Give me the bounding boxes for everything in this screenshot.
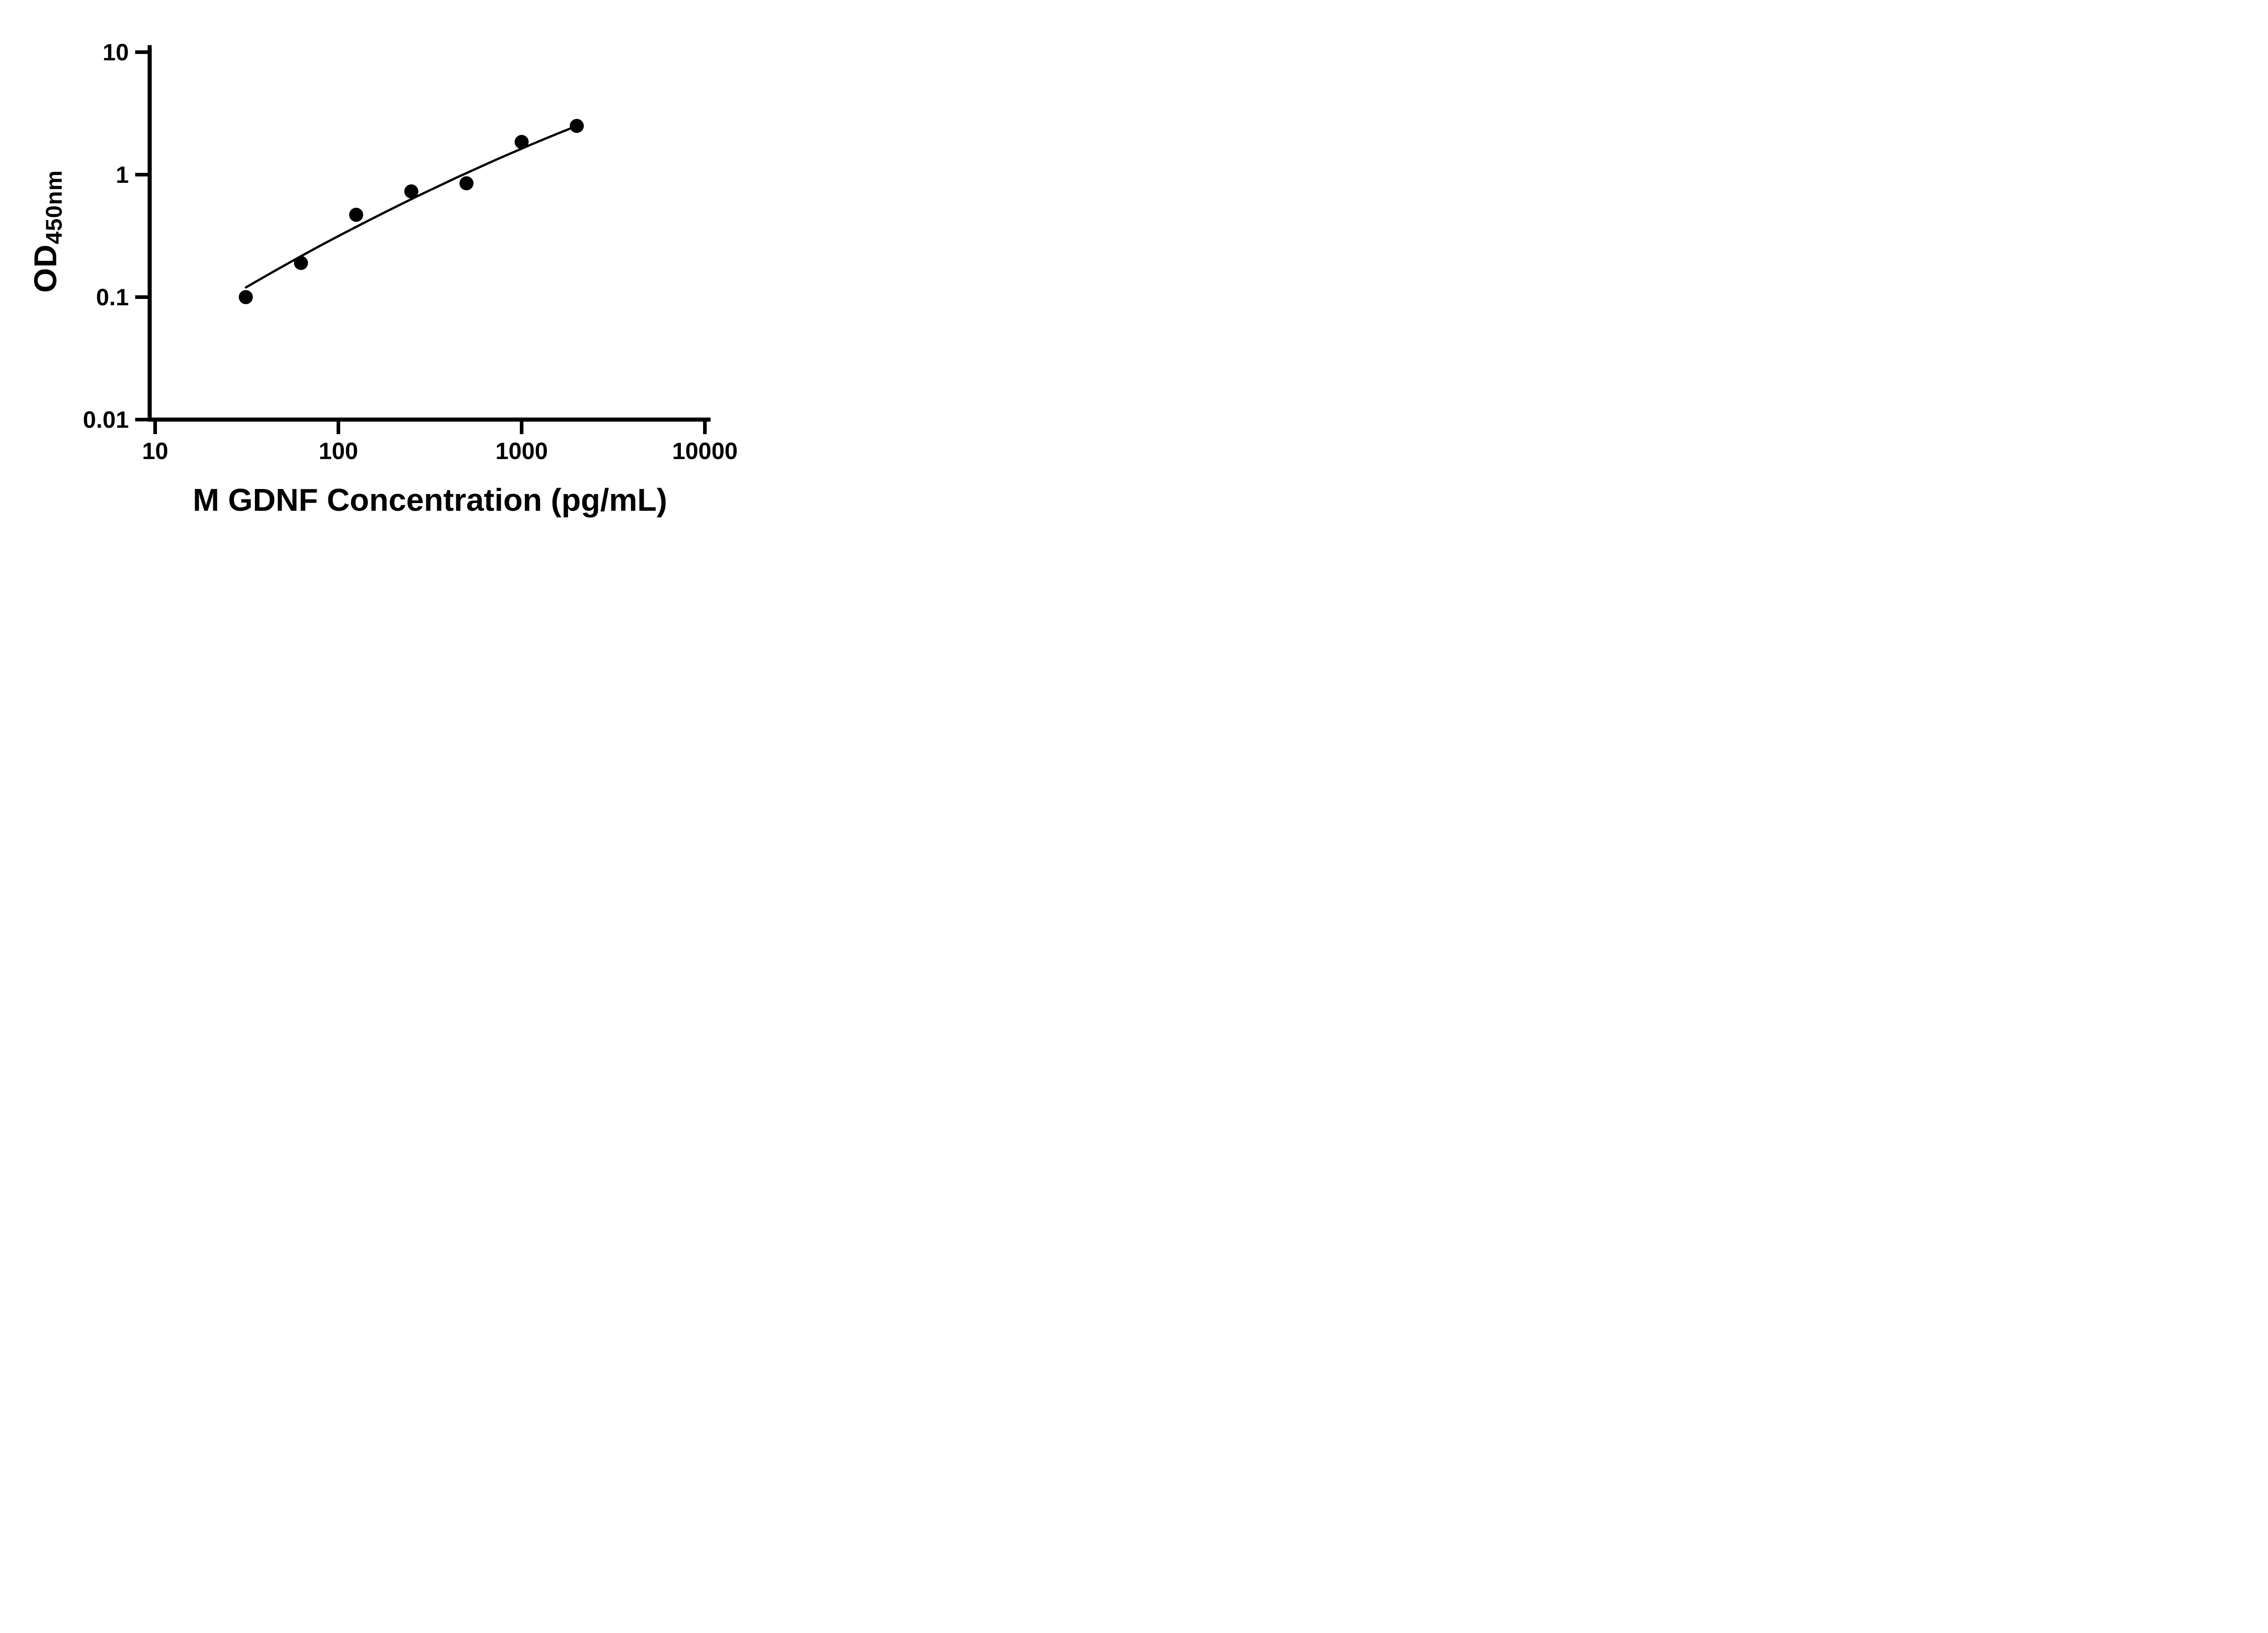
axis-lines xyxy=(147,45,711,422)
x-tick-label: 10 xyxy=(142,438,168,464)
y-tick-label: 10 xyxy=(103,39,129,66)
elisa-standard-curve-figure: 10 100 1000 10000 10 1 0.1 0.01 OD450nm M GDNF … xyxy=(0,0,777,544)
standard-curve-chart: 10 100 1000 10000 10 1 0.1 0.01 xyxy=(83,39,738,464)
data-point xyxy=(404,184,419,199)
x-tick-label: 10000 xyxy=(672,438,738,464)
y-tick-label: 0.01 xyxy=(83,407,129,433)
y-axis-label: OD450nm xyxy=(27,170,67,293)
data-point xyxy=(514,135,529,149)
x-tick-label: 100 xyxy=(319,438,358,464)
data-point xyxy=(349,208,363,222)
data-point xyxy=(459,176,474,191)
y-axis-label-sub: 450nm xyxy=(41,170,67,244)
data-point xyxy=(239,290,253,304)
data-point xyxy=(294,256,308,270)
data-point xyxy=(570,119,584,133)
y-tick-label: 0.1 xyxy=(96,284,129,311)
y-tick-label: 1 xyxy=(116,162,129,188)
x-tick-label: 1000 xyxy=(495,438,548,464)
y-axis-label-main: OD xyxy=(28,244,63,293)
x-axis-label: M GDNF Concentration (pg/mL) xyxy=(192,482,668,518)
